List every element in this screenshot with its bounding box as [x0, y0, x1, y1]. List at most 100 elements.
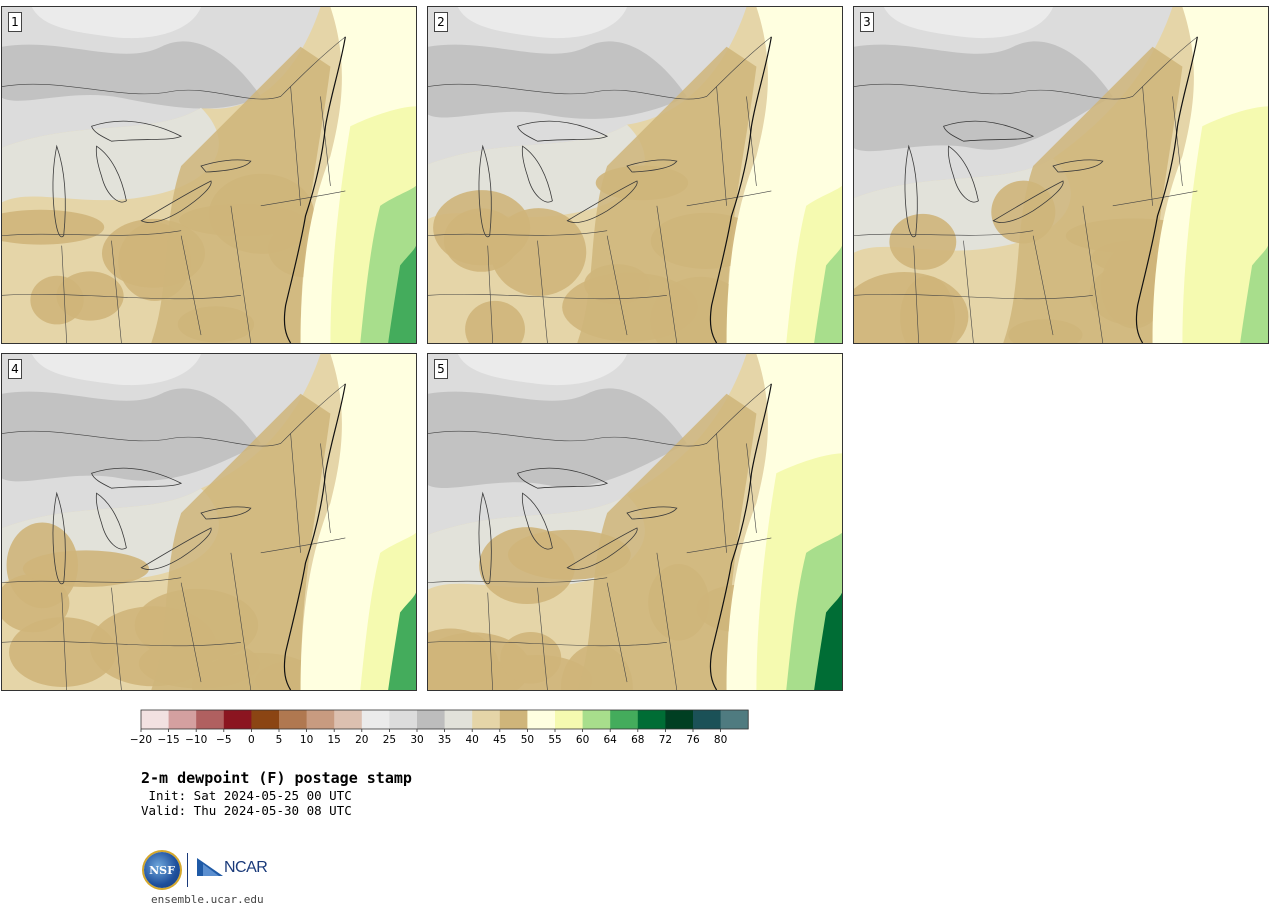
dewpoint-map-2	[428, 7, 842, 343]
lake-superior-outline	[91, 120, 183, 142]
lake-erie-outline	[992, 180, 1064, 223]
colorbar-swatch	[223, 710, 252, 729]
lake-superior-outline	[91, 467, 183, 489]
transition-band	[2, 107, 219, 203]
logo-divider	[187, 853, 188, 887]
nsf-logo-text: NSF	[149, 863, 175, 877]
colorbar-swatch	[555, 710, 583, 729]
colorbar-graphic: −20 −15 −10 −5 0 5 10 15 20 25 30 35 40 45 50 55 60 64 68 7…	[130, 709, 749, 746]
colorbar-swatch	[361, 710, 390, 729]
lake-huron-outline	[95, 492, 127, 550]
ncar-mark-icon	[197, 858, 223, 876]
lake-superior-outline	[517, 120, 609, 142]
colorbar-tick-label: 20	[355, 734, 368, 746]
dry-region-darker	[428, 41, 687, 119]
lake-michigan-outline	[52, 144, 66, 238]
site-url: ensemble.ucar.edu	[151, 893, 264, 906]
state-lines-east	[1112, 86, 1198, 207]
colorbar-swatch	[196, 710, 225, 729]
colorbar-tick-label: 76	[686, 734, 700, 746]
dewpoint-map-5	[428, 354, 842, 690]
member-number-label: 1	[8, 12, 22, 32]
very-dry-region	[31, 7, 202, 39]
ncar-logo-text: NCAR	[224, 859, 268, 876]
colorbar-tick-label: 0	[248, 734, 255, 746]
lake-ontario-outline	[626, 159, 678, 173]
border-line	[2, 36, 346, 100]
colorbar-swatch	[417, 710, 445, 729]
very-dry-region	[883, 7, 1054, 39]
postage-stamp-panel-5: 5	[427, 353, 843, 691]
lake-superior-outline	[943, 120, 1035, 142]
colorbar-tick-label: 15	[328, 734, 341, 746]
lake-ontario-outline	[200, 506, 252, 520]
lake-erie-outline	[140, 527, 212, 570]
title-block: 2-m dewpoint (F) postage stamp Init: Sat…	[141, 768, 412, 818]
ocean-field-4	[814, 245, 842, 343]
colorbar-swatch	[637, 710, 666, 729]
colorbar-swatch	[499, 710, 528, 729]
state-lines-east	[686, 433, 772, 554]
colorbar-tick-label: 35	[438, 734, 451, 746]
moist-area	[465, 300, 525, 343]
coastline	[283, 36, 346, 343]
moist-area	[500, 632, 562, 684]
moist-area	[889, 213, 957, 270]
colorbar-swatch	[251, 710, 280, 729]
border-line	[428, 383, 772, 447]
dry-region-darker	[2, 388, 261, 482]
colorbar-tick-label: 10	[300, 734, 313, 746]
lake-erie-outline	[566, 527, 638, 570]
colorbar-swatch	[665, 710, 694, 729]
colorbar-tick-label: 55	[548, 734, 561, 746]
state-lines-east	[686, 86, 772, 207]
moist-corridor	[1003, 46, 1183, 343]
state-lines	[2, 552, 252, 690]
coastline	[1135, 36, 1198, 343]
colorbar-tick-label: −5	[216, 734, 231, 746]
colorbar-swatch	[582, 710, 611, 729]
dewpoint-map-1	[2, 7, 416, 343]
lake-michigan-outline	[478, 491, 492, 585]
colorbar-tick-label: 25	[383, 734, 396, 746]
colorbar-swatch	[168, 710, 197, 729]
border-line	[854, 36, 1198, 100]
very-dry-region	[457, 354, 628, 386]
colorbar-swatch	[334, 710, 363, 729]
moist-area	[30, 275, 84, 325]
colorbar-swatch	[527, 710, 556, 729]
colorbar-swatch	[306, 710, 335, 729]
member-number-label: 2	[434, 12, 448, 32]
dry-region-darker	[2, 41, 261, 109]
lake-michigan-outline	[904, 144, 918, 238]
lake-ontario-outline	[200, 159, 252, 173]
dewpoint-map-3	[854, 7, 1268, 343]
colorbar-swatch	[444, 710, 473, 729]
dewpoint-map-4	[2, 354, 416, 690]
colorbar-tick-label: 68	[631, 734, 644, 746]
valid-time: Valid: Thu 2024-05-30 08 UTC	[141, 803, 352, 818]
border-line	[428, 36, 772, 100]
postage-stamp-panel-2: 2	[427, 6, 843, 344]
moist-corridor	[151, 393, 331, 690]
nsf-logo-icon: NSF	[144, 852, 180, 888]
ocean-field-4	[814, 592, 842, 690]
lake-huron-outline	[521, 145, 553, 203]
postage-stamp-panel-4: 4	[1, 353, 417, 691]
colorbar-tick-label: −15	[158, 734, 180, 746]
moist-corridor	[577, 393, 757, 690]
moist-area	[428, 628, 500, 690]
state-lines	[428, 552, 678, 690]
very-dry-region	[31, 354, 202, 386]
colorbar-swatch	[141, 710, 169, 729]
colorbar-tick-label: 40	[466, 734, 479, 746]
moist-area	[9, 617, 117, 687]
moist-corridor	[577, 46, 757, 343]
lake-huron-outline	[947, 145, 979, 203]
colorbar-swatch	[279, 710, 307, 729]
lake-superior-outline	[517, 467, 609, 489]
dry-region-darker	[428, 388, 687, 489]
ocean-field-4	[1240, 245, 1268, 343]
lake-erie-outline	[140, 180, 212, 223]
lake-erie-outline	[566, 180, 638, 223]
